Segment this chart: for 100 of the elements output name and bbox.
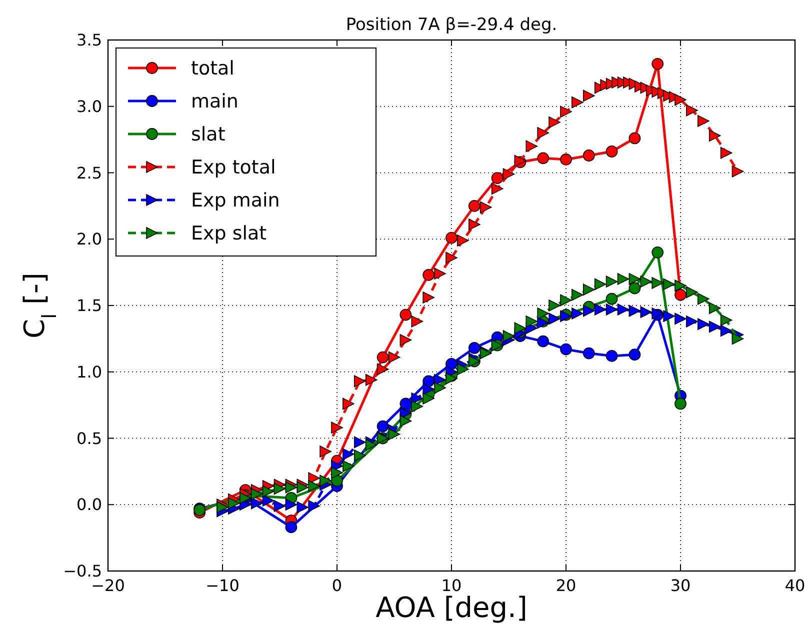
point xyxy=(583,284,595,296)
legend-label: slat xyxy=(191,124,226,146)
point xyxy=(537,335,550,348)
legend-label: Exp slat xyxy=(191,222,267,245)
point xyxy=(652,277,664,289)
point xyxy=(422,383,434,396)
point xyxy=(331,422,343,434)
point xyxy=(274,482,286,495)
point xyxy=(686,104,698,116)
point xyxy=(674,280,686,292)
point xyxy=(400,415,412,427)
point xyxy=(376,420,389,432)
point xyxy=(411,316,424,328)
x-tick-label: 40 xyxy=(784,576,806,595)
point xyxy=(250,497,263,510)
x-tick-label: 20 xyxy=(556,576,576,595)
point xyxy=(468,342,480,354)
point xyxy=(732,166,744,178)
point xyxy=(308,500,320,512)
point xyxy=(250,488,263,500)
point xyxy=(732,332,744,345)
point xyxy=(617,304,630,316)
point xyxy=(285,481,298,494)
point xyxy=(606,350,618,362)
point xyxy=(446,232,458,244)
x-tick-label: 0 xyxy=(332,576,342,595)
legend-label: total xyxy=(191,58,234,80)
point xyxy=(560,294,572,306)
point xyxy=(674,288,686,301)
point xyxy=(262,494,274,507)
point xyxy=(388,351,400,364)
point xyxy=(296,481,309,494)
point xyxy=(548,312,560,325)
point xyxy=(354,436,366,448)
point xyxy=(572,96,584,108)
point xyxy=(446,252,458,264)
point xyxy=(537,308,549,320)
y-tick-label: 0.0 xyxy=(76,495,102,514)
point xyxy=(686,316,698,328)
point xyxy=(708,130,721,142)
y-tick-label: 0.5 xyxy=(76,428,102,448)
y-tick-label: 1.5 xyxy=(76,296,102,316)
point xyxy=(640,306,652,318)
point xyxy=(400,334,412,346)
point xyxy=(285,521,298,534)
y-tick-label: 2.0 xyxy=(76,230,102,249)
point xyxy=(526,140,538,152)
point xyxy=(560,343,572,356)
point xyxy=(502,330,515,342)
point xyxy=(582,150,595,162)
point xyxy=(296,501,309,514)
point xyxy=(686,286,698,298)
point xyxy=(606,292,618,305)
point xyxy=(468,218,480,230)
point xyxy=(548,300,560,312)
point xyxy=(400,308,412,321)
point xyxy=(491,172,504,184)
point xyxy=(354,375,366,388)
point xyxy=(720,324,732,337)
point xyxy=(514,322,526,334)
point xyxy=(434,268,446,280)
point xyxy=(583,90,595,102)
point xyxy=(652,58,664,70)
point xyxy=(446,358,458,370)
point xyxy=(617,273,630,285)
y-tick-label: 1.0 xyxy=(76,362,102,382)
point xyxy=(628,273,641,285)
point xyxy=(468,200,480,212)
point xyxy=(262,485,274,498)
point xyxy=(422,269,435,281)
point xyxy=(606,146,618,158)
point xyxy=(663,310,675,322)
point xyxy=(583,304,595,317)
point xyxy=(411,400,424,412)
y-tick-label: 2.5 xyxy=(76,163,102,182)
x-tick-label: −10 xyxy=(206,576,240,595)
point xyxy=(698,115,710,127)
point xyxy=(720,146,732,159)
point xyxy=(606,304,618,316)
point xyxy=(388,428,400,440)
point xyxy=(457,363,469,376)
point xyxy=(708,302,721,314)
point xyxy=(652,246,664,258)
point xyxy=(628,304,641,317)
legend-label: Exp main xyxy=(191,190,280,212)
chart-title: Position 7A β=-29.4 deg. xyxy=(346,15,558,35)
point xyxy=(285,498,298,511)
point xyxy=(216,501,228,514)
y-tick-label: 3.0 xyxy=(76,96,102,116)
point xyxy=(594,304,606,316)
point xyxy=(698,318,710,330)
point xyxy=(572,308,584,320)
point xyxy=(582,347,595,360)
point xyxy=(308,480,320,492)
point xyxy=(502,168,515,180)
point xyxy=(698,292,710,305)
point xyxy=(606,276,618,288)
point xyxy=(594,278,606,290)
point xyxy=(560,106,572,118)
point xyxy=(480,201,492,214)
